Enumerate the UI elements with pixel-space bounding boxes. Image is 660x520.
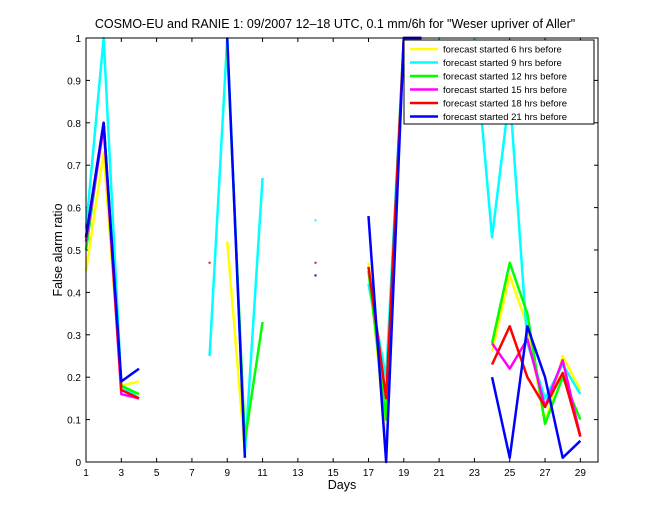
x-tick-label: 19: [398, 468, 410, 479]
x-tick-label: 21: [434, 468, 446, 479]
series-4-line: [491, 337, 582, 437]
series-6-point: [314, 274, 317, 277]
series-1-line: [225, 241, 247, 454]
y-tick-label: 0.6: [67, 204, 81, 215]
series-5-point: [314, 261, 317, 264]
plot-frame: [85, 37, 599, 463]
series-2-line: [84, 36, 140, 400]
y-tick-label: 0.2: [67, 373, 81, 384]
legend-label: forecast started 9 hrs before: [443, 58, 562, 69]
legend-label: forecast started 12 hrs before: [443, 72, 567, 83]
chart-title: COSMO-EU and RANIE 1: 09/2007 12–18 UTC,…: [95, 17, 575, 31]
y-tick-label: 0.3: [67, 331, 81, 342]
x-tick-label: 27: [539, 468, 551, 479]
legend-label: forecast started 18 hrs before: [443, 99, 567, 110]
y-tick-label: 0.4: [67, 288, 81, 299]
legend-label: forecast started 6 hrs before: [443, 45, 562, 56]
y-tick-label: 0.8: [67, 119, 81, 130]
series-6-line: [84, 121, 140, 383]
x-tick-label: 5: [154, 468, 160, 479]
series-6-line: [490, 325, 582, 460]
series-5-line: [490, 325, 582, 437]
x-axis-label: Days: [328, 478, 356, 492]
x-tick-label: 9: [224, 468, 230, 479]
x-tick-label: 29: [575, 468, 587, 479]
series-2-point: [314, 219, 317, 222]
x-tick-label: 3: [119, 468, 125, 479]
y-tick-label: 0.1: [67, 416, 81, 427]
x-tick-label: 15: [328, 468, 340, 479]
y-tick-label: 1: [75, 34, 81, 45]
legend-box: [403, 39, 595, 125]
y-tick-label: 0.5: [67, 246, 81, 257]
x-tick-label: 13: [292, 468, 304, 479]
series-5-point: [208, 261, 211, 264]
x-tick-label: 11: [257, 468, 268, 479]
legend-label: forecast started 21 hrs before: [443, 112, 567, 123]
y-tick-label: 0: [75, 458, 81, 469]
x-tick-label: 17: [363, 468, 375, 479]
y-axis-label: False alarm ratio: [51, 203, 65, 296]
y-tick-label: 0.7: [67, 161, 81, 172]
x-tick-label: 23: [469, 468, 481, 479]
y-tick-label: 0.9: [67, 76, 81, 87]
x-tick-label: 7: [189, 468, 195, 479]
x-tick-label: 1: [83, 468, 89, 479]
x-tick-label: 25: [504, 468, 516, 479]
series-6-line: [225, 37, 247, 458]
axis-ticks: 1 3 5 7 9 11 13 15 17 19 21 23 25 27 2900.10.20.30.40.…: [67, 34, 598, 479]
legend: forecast started 6 hrs before forecast st…: [403, 39, 595, 125]
legend-label: forecast started 15 hrs before: [443, 85, 567, 96]
